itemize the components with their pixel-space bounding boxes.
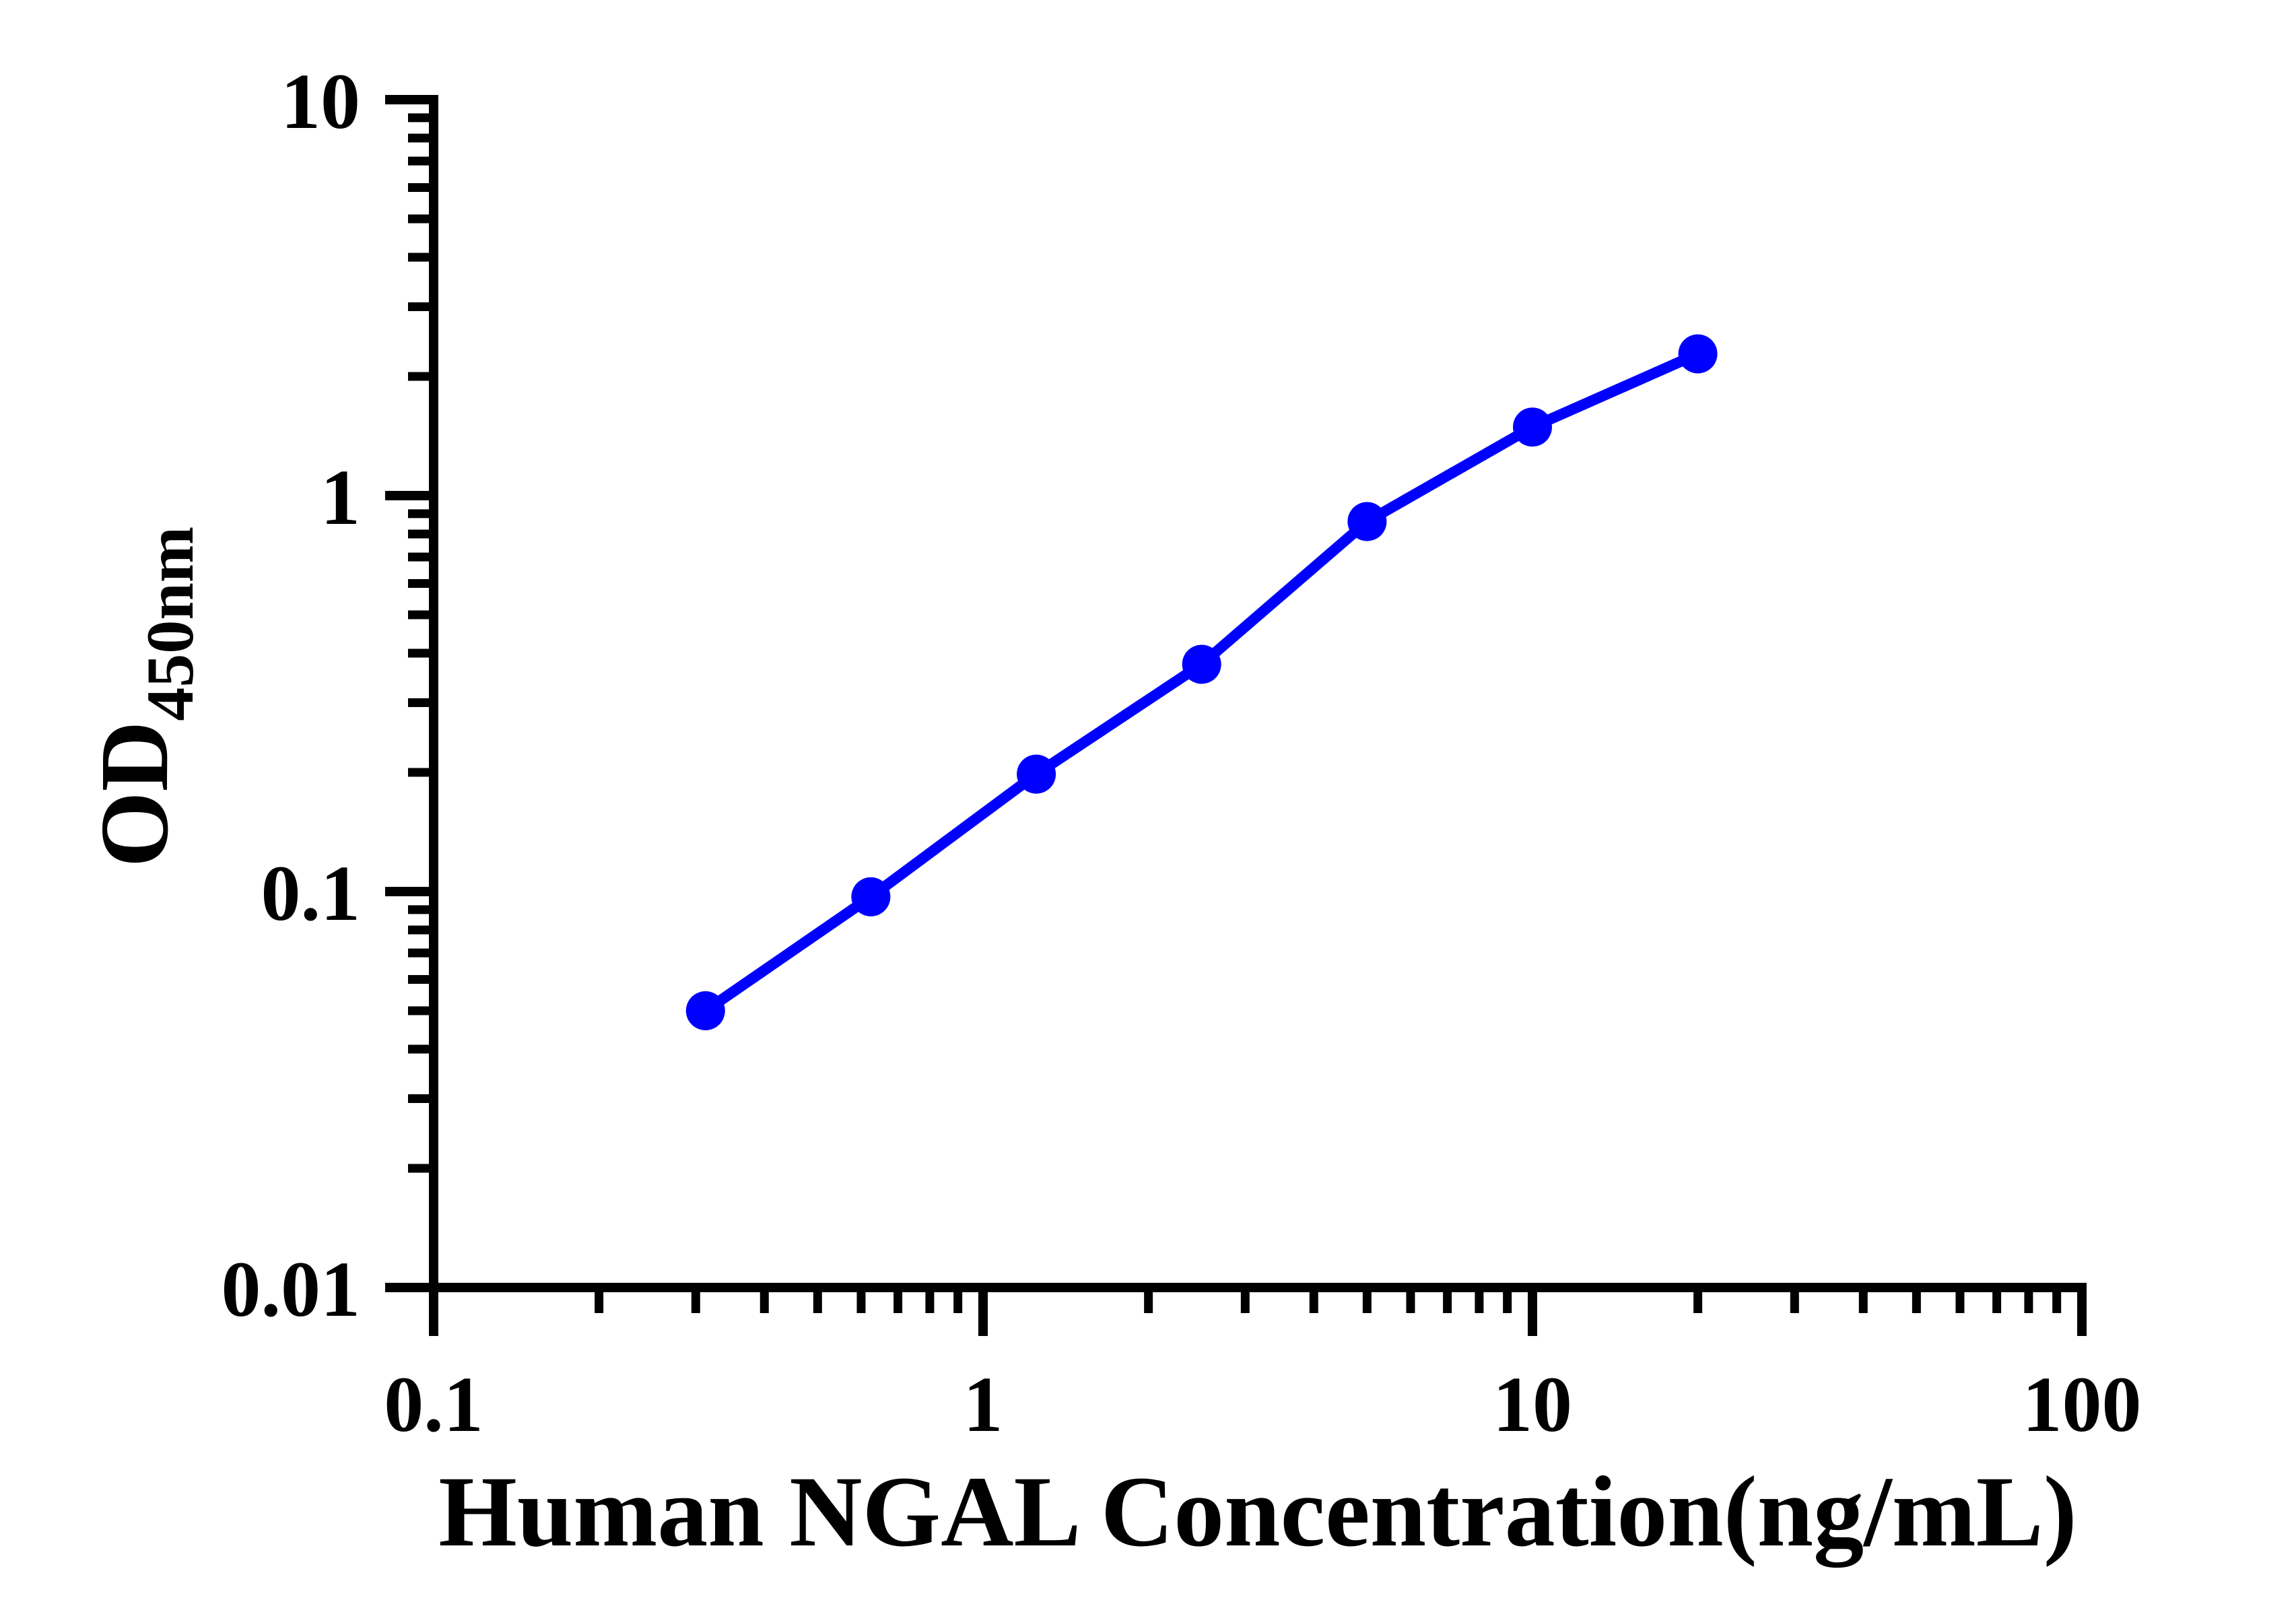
x-axis-title: Human NGAL Concentration(ng/mL): [438, 1456, 2076, 1568]
y-axis-title-subscript: 450nm: [133, 527, 207, 721]
y-axis-title-main: OD: [81, 721, 189, 868]
y-axis-tick-label: 0.01: [222, 1245, 361, 1333]
y-axis-tick-label: 0.1: [261, 849, 361, 937]
data-point-marker: [1347, 502, 1387, 541]
x-axis-tick-label: 1: [964, 1360, 1003, 1448]
data-point-marker: [1182, 644, 1221, 684]
y-axis-tick-label: 10: [281, 57, 360, 145]
data-point-marker: [1513, 407, 1552, 447]
x-axis-tick-label: 0.1: [384, 1360, 483, 1448]
x-axis-tick-label: 10: [1493, 1360, 1572, 1448]
data-point-marker: [851, 877, 891, 916]
data-point-marker: [1017, 754, 1056, 794]
data-point-marker: [1678, 334, 1718, 374]
data-point-marker: [685, 991, 725, 1030]
y-axis-tick-label: 1: [320, 453, 360, 541]
x-axis-tick-label: 100: [2023, 1360, 2142, 1448]
y-axis-title: OD450nm: [81, 527, 207, 867]
